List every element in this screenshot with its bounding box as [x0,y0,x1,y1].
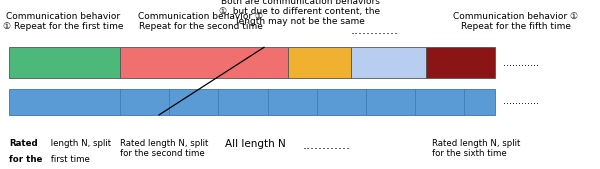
Bar [351,47,426,78]
Text: ............: ............ [351,24,399,37]
Text: Communication behavior ①
Repeat for the second time: Communication behavior ① Repeat for the … [139,12,263,31]
Text: Rated length N, split
for the sixth time: Rated length N, split for the sixth time [432,139,520,158]
Text: Communication behavior ①
Repeat for the fifth time: Communication behavior ① Repeat for the … [454,12,578,31]
Text: Rated: Rated [9,139,38,148]
Bar [9,47,120,78]
Text: Communication behavior
① Repeat for the first time: Communication behavior ① Repeat for the … [3,12,123,31]
Text: ............: ............ [503,57,539,68]
Bar [426,47,495,78]
Bar [9,89,495,115]
Text: Rated length N, split
for the second time: Rated length N, split for the second tim… [120,139,208,158]
Bar [120,47,288,78]
Text: ............: ............ [303,139,351,152]
Text: ............: ............ [503,96,539,106]
Text: Both are communication behaviors
①, but due to different content, the
length may: Both are communication behaviors ①, but … [220,0,380,26]
Text: for the: for the [9,155,43,164]
Bar [288,47,351,78]
Text: length N, split: length N, split [48,139,111,148]
Text: All length N: All length N [225,139,286,149]
Text: first time: first time [48,155,90,164]
